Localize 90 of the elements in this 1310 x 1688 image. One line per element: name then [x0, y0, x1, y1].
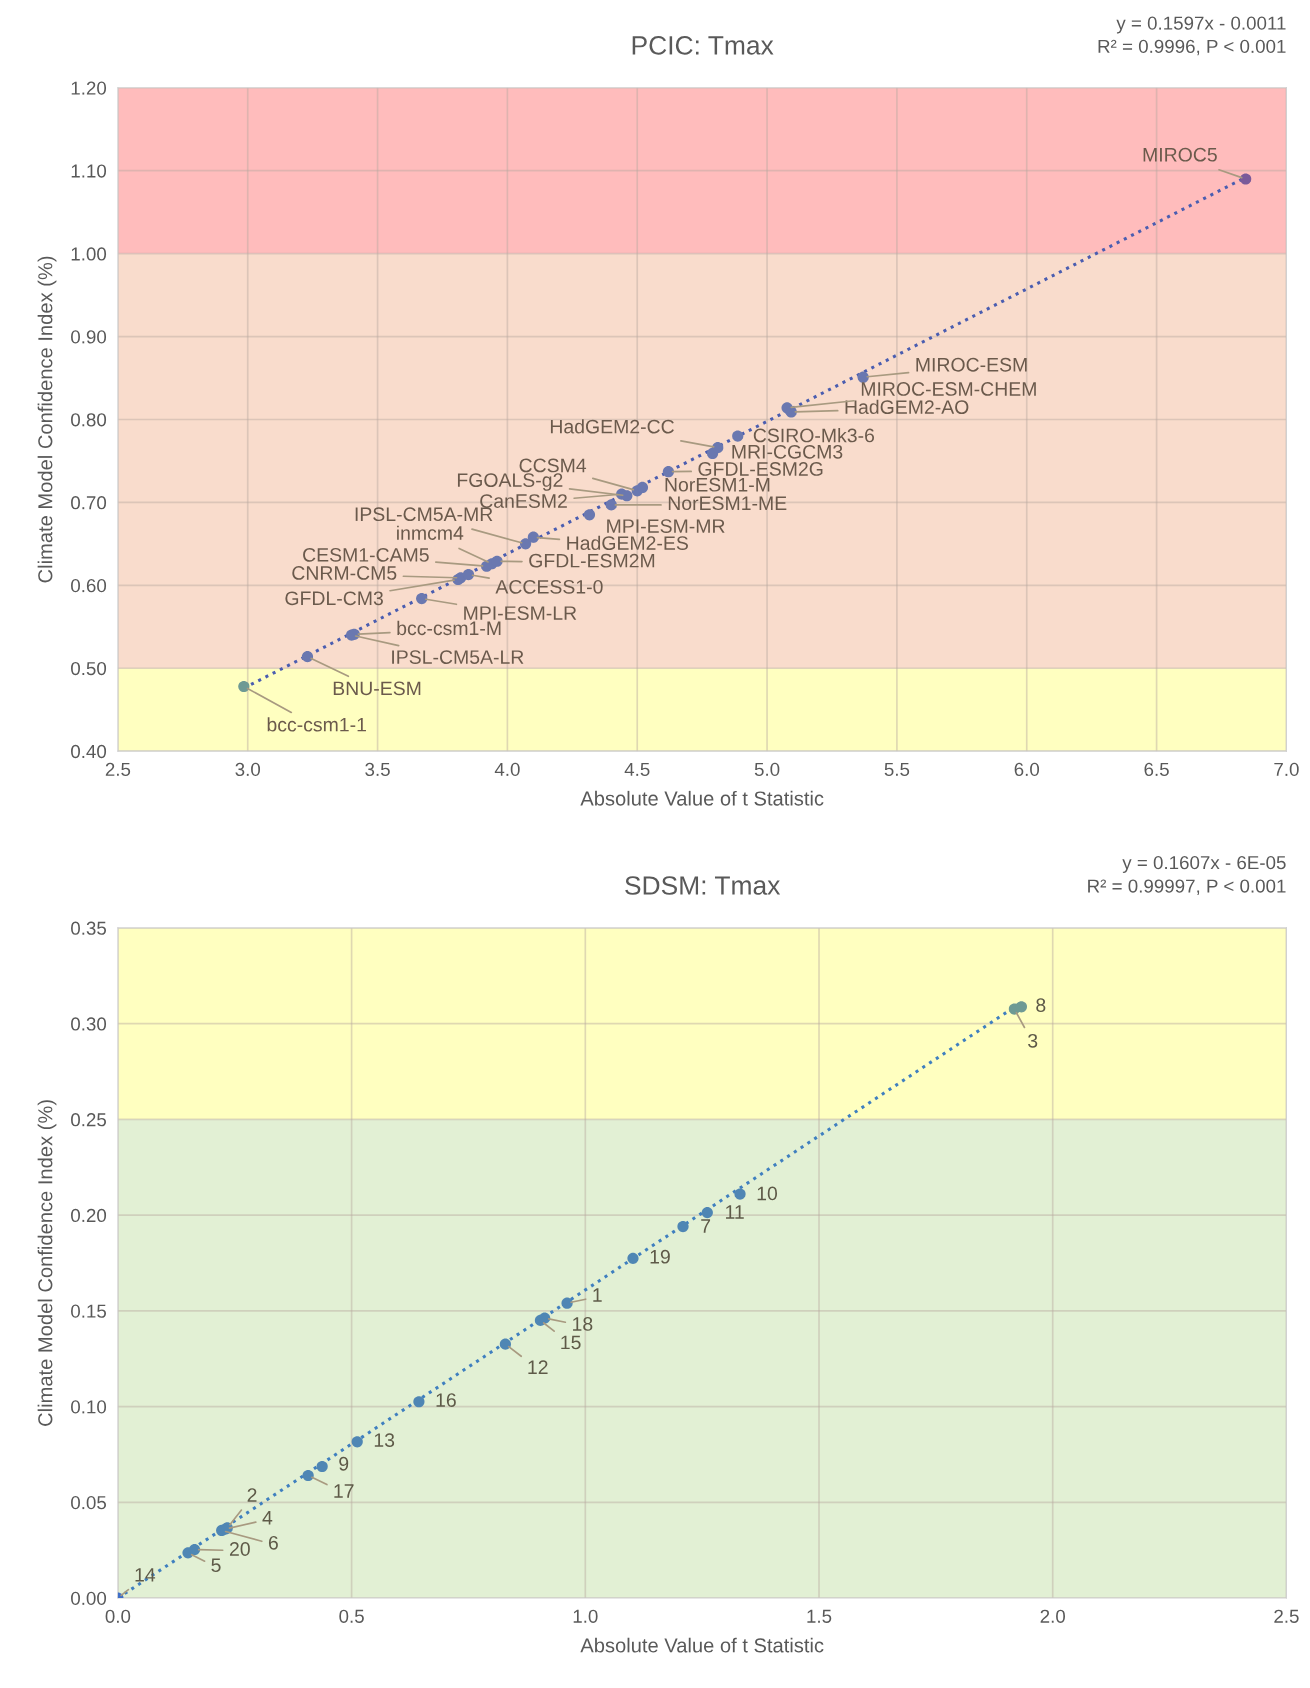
annotation: 1 [593, 1288, 602, 1302]
annotation: 19 [650, 1249, 670, 1264]
annotation: 12 [528, 1360, 548, 1374]
y-tick-label: 1.20 [71, 81, 107, 95]
y-tick-label: 0.90 [71, 330, 107, 344]
annotation: ACCESS1-0 [495, 579, 603, 594]
annotation: CNRM-CM5 [292, 566, 397, 580]
y-tick-label: 0.25 [71, 1113, 107, 1127]
x-tick-label: 2.5 [105, 762, 131, 777]
x-axis-title: Absolute Value of t Statistic [580, 1637, 824, 1653]
annotation: GFDL-ESM2G [698, 462, 823, 476]
annotation: inmcm4 [397, 525, 464, 540]
annotation: CSIRO-Mk3-6 [753, 428, 875, 443]
annotation: 15 [561, 1335, 581, 1350]
annotation: GFDL-ESM2M [529, 553, 655, 568]
y-tick-label: 0.40 [71, 744, 107, 759]
annotation: bcc-csm1-M [397, 620, 501, 636]
x-axis-title: Absolute Value of t Statistic [580, 790, 824, 806]
y-tick-label: 0.60 [71, 579, 107, 593]
annotation: MPI-ESM-LR [464, 606, 577, 620]
annotation: MIROC-ESM [916, 357, 1027, 372]
x-tick-label: 3.5 [365, 762, 390, 777]
chart-title: PCIC: Tmax [632, 36, 774, 55]
y-tick-label: 0.35 [71, 921, 107, 935]
annotation: MPI-ESM-MR [607, 519, 725, 533]
annotation: 16 [436, 1393, 456, 1407]
text: y = 0.1607x - 6E-05 [1122, 855, 1286, 873]
y-tick-label: 0.30 [71, 1017, 107, 1031]
annotation: 14 [135, 1568, 156, 1582]
annotation: 4 [262, 1511, 273, 1525]
x-tick-label: 5.5 [884, 762, 910, 777]
annotation: 3 [1028, 1033, 1038, 1048]
annotation: 20 [229, 1542, 250, 1556]
annotation: 17 [334, 1484, 354, 1498]
x-tick-label: 6.0 [1014, 762, 1040, 777]
annotation: CanESM2 [480, 494, 567, 508]
annotation: 10 [757, 1186, 778, 1201]
annotation: CESM1-CAM5 [303, 548, 429, 562]
annotation: 9 [339, 1456, 349, 1471]
annotation: MRI-CGCM3 [732, 444, 843, 459]
annotation: 13 [374, 1433, 395, 1448]
annotation: 8 [1036, 998, 1046, 1012]
annotation: 5 [211, 1558, 221, 1573]
x-tick-label: 7.0 [1274, 762, 1299, 777]
y-tick-label: 0.20 [71, 1208, 107, 1223]
y-tick-label: 0.50 [71, 661, 107, 676]
x-tick-label: 1.5 [807, 1609, 832, 1623]
text: R² = 0.9996, P < 0.001 [1098, 39, 1286, 56]
x-tick-label: 2.5 [1274, 1609, 1299, 1623]
annotation: 2 [247, 1488, 257, 1502]
annotation: HadGEM2-AO [845, 399, 969, 414]
y-tick-label: 1.10 [71, 164, 107, 178]
y-tick-label: 0.15 [71, 1304, 107, 1318]
annotation: MIROC5 [1143, 147, 1217, 162]
annotation: HadGEM2-CC [550, 419, 674, 434]
x-tick-label: 6.5 [1144, 762, 1169, 777]
annotation: GFDL-CM3 [285, 591, 383, 606]
x-tick-label: 4.5 [624, 762, 650, 777]
text: y = 0.1597x - 0.0011 [1116, 16, 1286, 34]
x-tick-label: 3.0 [235, 762, 261, 777]
annotation: NorESM1-M [665, 477, 770, 492]
annotation: NorESM1-ME [668, 496, 787, 511]
x-tick-label: 1.0 [573, 1609, 598, 1623]
annotation: bcc-csm1-1 [267, 717, 366, 732]
annotation: BNU-ESM [333, 681, 421, 696]
x-tick-label: 4.0 [494, 762, 520, 777]
annotation: CCSM4 [519, 458, 587, 473]
annotation: 11 [726, 1205, 744, 1219]
annotation: MIROC-ESM-CHEM [861, 382, 1036, 396]
y-axis-title: Climate Model Confidence Index (%) [37, 1100, 57, 1426]
annotation: IPSL-CM5A-LR [392, 650, 524, 664]
y-tick-label: 0.00 [71, 1591, 107, 1606]
chart-title: SDSM: Tmax [625, 876, 781, 895]
annotation: 7 [701, 1219, 711, 1233]
annotation: 6 [268, 1535, 278, 1550]
y-tick-label: 0.10 [71, 1400, 107, 1414]
x-tick-label: 0.5 [339, 1609, 364, 1623]
x-tick-label: 0.0 [105, 1609, 131, 1623]
annotation: FGOALS-g2 [457, 473, 563, 491]
annotation: 18 [573, 1317, 593, 1331]
y-tick-label: 1.00 [71, 247, 107, 261]
y-tick-label: 0.70 [71, 496, 107, 510]
y-tick-label: 0.80 [71, 413, 107, 427]
annotation: IPSL-CM5A-MR [355, 507, 493, 522]
annotation: HadGEM2-ES [567, 535, 688, 550]
y-tick-label: 0.05 [71, 1496, 107, 1510]
x-tick-label: 5.0 [754, 762, 780, 777]
x-tick-label: 2.0 [1040, 1609, 1066, 1623]
y-axis-title: Climate Model Confidence Index (%) [37, 256, 57, 583]
text: R² = 0.99997, P < 0.001 [1088, 879, 1286, 895]
